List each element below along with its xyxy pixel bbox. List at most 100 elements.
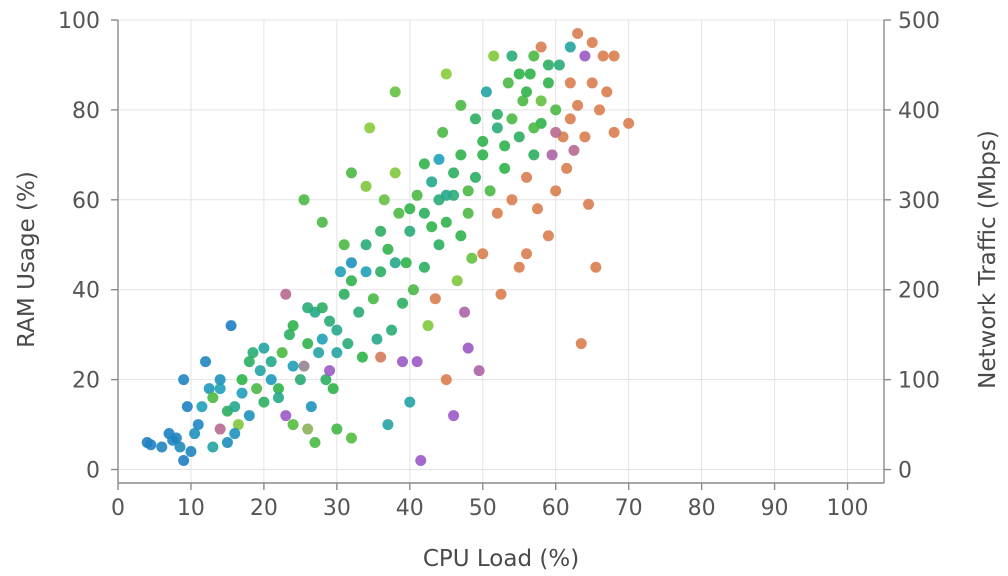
data-point: [145, 439, 157, 451]
y2-tick-label: 300: [898, 189, 940, 214]
y-tick-label: 60: [72, 189, 100, 214]
x-tick-label: 40: [396, 496, 424, 521]
data-point: [491, 122, 503, 134]
data-point: [593, 104, 605, 116]
data-point: [440, 374, 452, 386]
data-point: [517, 95, 529, 107]
data-point: [320, 374, 332, 386]
data-point: [243, 410, 255, 422]
data-point: [623, 117, 635, 129]
data-point: [531, 203, 543, 215]
data-point: [331, 324, 343, 336]
data-point: [367, 293, 379, 305]
data-point: [170, 432, 182, 444]
data-point: [225, 320, 237, 332]
data-point: [553, 59, 565, 71]
y2-tick-label: 400: [898, 99, 940, 124]
data-point: [440, 68, 452, 80]
data-point: [411, 189, 423, 201]
data-point: [156, 441, 168, 453]
data-point: [258, 342, 270, 354]
data-point: [459, 306, 471, 318]
x-axis-title: CPU Load (%): [423, 546, 579, 572]
data-point: [455, 149, 467, 161]
data-point: [189, 428, 201, 440]
data-point: [477, 135, 489, 147]
data-point: [214, 374, 226, 386]
data-point: [280, 410, 292, 422]
data-point: [364, 122, 376, 134]
data-point: [418, 261, 430, 273]
data-point: [477, 248, 489, 260]
data-point: [499, 162, 511, 174]
data-point: [546, 149, 558, 161]
data-point: [462, 185, 474, 197]
data-point: [550, 104, 562, 116]
data-point: [418, 158, 430, 170]
data-point: [429, 293, 441, 305]
data-point: [309, 437, 321, 449]
data-point: [477, 149, 489, 161]
data-point: [400, 257, 412, 269]
data-point: [386, 324, 398, 336]
data-point: [597, 50, 609, 62]
data-point: [506, 194, 518, 206]
data-point: [181, 401, 193, 413]
data-point: [236, 374, 248, 386]
data-point: [469, 113, 481, 125]
data-point: [448, 410, 460, 422]
y2-tick-label: 0: [898, 459, 912, 484]
data-point: [542, 230, 554, 242]
axes: [111, 19, 891, 490]
data-point: [521, 248, 533, 260]
data-point: [535, 41, 547, 53]
data-point: [280, 288, 292, 300]
data-point: [382, 243, 394, 255]
data-point: [448, 167, 460, 179]
y2-tick-label: 200: [898, 279, 940, 304]
data-point: [389, 86, 401, 98]
data-point: [550, 185, 562, 197]
data-point: [411, 356, 423, 368]
y-tick-label: 80: [72, 99, 100, 124]
data-point: [178, 455, 190, 467]
data-point: [542, 59, 554, 71]
data-point: [506, 50, 518, 62]
data-point: [473, 365, 485, 377]
data-point: [586, 77, 598, 89]
grid-lines: [118, 19, 884, 483]
data-point: [378, 194, 390, 206]
data-point: [397, 356, 409, 368]
data-point: [371, 333, 383, 345]
data-point: [389, 257, 401, 269]
data-point: [236, 387, 248, 399]
data-point: [521, 86, 533, 98]
data-point: [568, 144, 580, 156]
data-point: [342, 338, 354, 350]
data-point: [528, 149, 540, 161]
data-point: [335, 266, 347, 278]
x-tick-label: 20: [250, 496, 278, 521]
data-point: [579, 131, 591, 143]
x-tick-label: 100: [827, 496, 869, 521]
data-point: [200, 356, 212, 368]
data-point: [480, 86, 492, 98]
data-point: [338, 288, 350, 300]
data-point: [433, 153, 445, 165]
data-point: [185, 446, 197, 458]
data-point: [345, 275, 357, 287]
y-tick-label: 40: [72, 279, 100, 304]
axis-labels: 0 10 20 30 40 50 60 70 80 90 100 0 20 40 60 80 100 0 100 20…: [58, 9, 940, 521]
data-point: [404, 225, 416, 237]
data-point: [455, 230, 467, 242]
data-point: [287, 419, 299, 431]
data-point: [506, 113, 518, 125]
x-tick-label: 60: [542, 496, 570, 521]
data-point: [590, 261, 602, 273]
data-point: [466, 252, 478, 264]
data-point: [513, 261, 525, 273]
y2-tick-label: 500: [898, 9, 940, 34]
data-point: [528, 122, 540, 134]
data-point: [484, 185, 496, 197]
